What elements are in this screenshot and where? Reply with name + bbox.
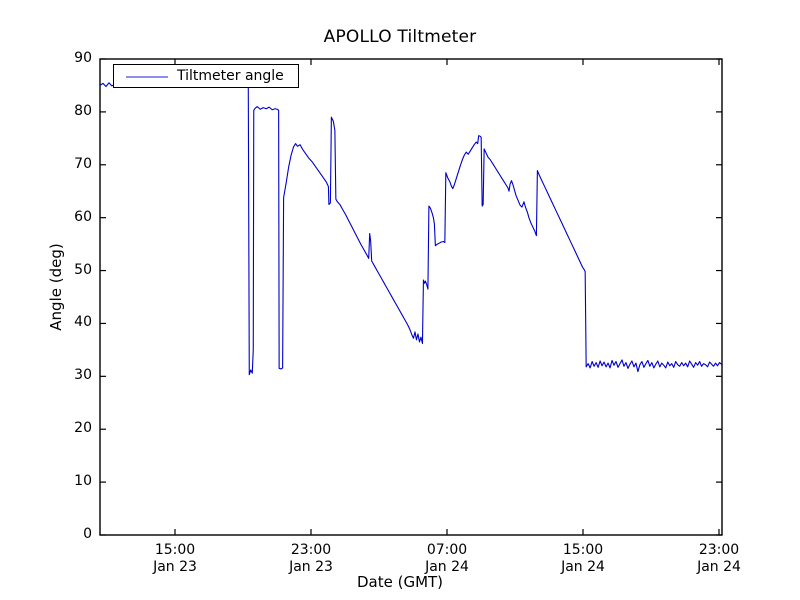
legend-line-swatch bbox=[126, 76, 168, 78]
x-tick-label: 07:00 Jan 24 bbox=[392, 542, 502, 576]
legend-label: Tiltmeter angle bbox=[177, 68, 284, 84]
y-tick-label: 50 bbox=[74, 261, 92, 278]
x-tick-date: Jan 24 bbox=[425, 559, 469, 575]
y-tick-label: 10 bbox=[74, 473, 92, 490]
legend: Tiltmeter angle bbox=[113, 64, 299, 88]
y-tick-label: 40 bbox=[74, 314, 92, 331]
x-tick-date: Jan 24 bbox=[697, 559, 741, 575]
x-tick-label: 23:00 Jan 24 bbox=[664, 542, 774, 576]
y-tick-label: 80 bbox=[74, 102, 92, 119]
x-tick-time: 15:00 bbox=[154, 542, 196, 558]
y-tick-label: 0 bbox=[83, 526, 92, 542]
y-tick-label: 70 bbox=[74, 155, 92, 172]
x-axis-label: Date (GMT) bbox=[356, 573, 444, 591]
x-tick-label: 15:00 Jan 23 bbox=[120, 542, 230, 576]
x-tick-date: Jan 23 bbox=[289, 559, 333, 575]
x-tick-time: 23:00 bbox=[290, 542, 332, 558]
y-tick-label: 90 bbox=[74, 50, 92, 66]
axes-frame bbox=[99, 58, 723, 536]
data-series bbox=[99, 82, 723, 376]
y-tick-label: 30 bbox=[74, 367, 92, 384]
x-tick-time: 23:00 bbox=[698, 542, 740, 558]
chart-title: APOLLO Tiltmeter bbox=[323, 27, 477, 47]
y-tick-label: 20 bbox=[74, 420, 92, 437]
x-tick-label: 15:00 Jan 24 bbox=[528, 542, 638, 576]
x-tick-date: Jan 24 bbox=[561, 559, 605, 575]
x-tick-time: 07:00 bbox=[426, 542, 468, 558]
x-tick-label: 23:00 Jan 23 bbox=[256, 542, 366, 576]
x-tick-time: 15:00 bbox=[562, 542, 604, 558]
x-tick-date: Jan 23 bbox=[153, 559, 197, 575]
tick-marks bbox=[100, 58, 722, 536]
series-line bbox=[99, 82, 723, 376]
y-tick-label: 60 bbox=[74, 208, 92, 225]
